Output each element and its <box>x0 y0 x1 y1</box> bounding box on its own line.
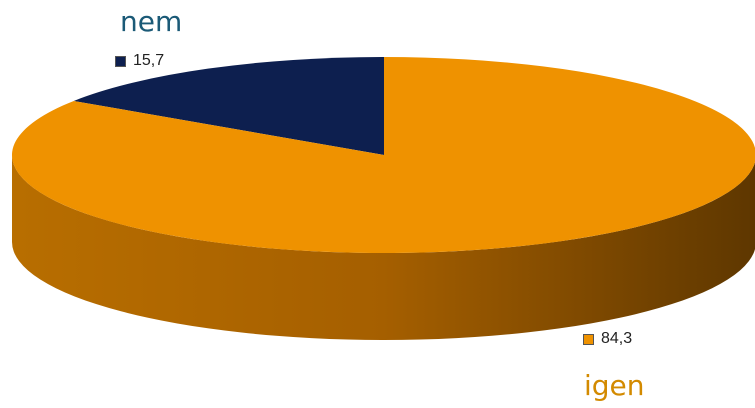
pie-slice-igen <box>12 57 755 253</box>
data-label-igen: 84,3 <box>583 330 632 348</box>
pie-slice-nem <box>73 56 384 155</box>
legend-swatch-igen <box>583 333 594 345</box>
legend-swatch-nem <box>115 55 126 67</box>
data-label-igen-value: 84,3 <box>601 330 633 347</box>
data-label-nem: 15,7 <box>115 52 164 70</box>
pie-side-wall <box>12 155 755 340</box>
category-label-igen: igen <box>584 369 645 402</box>
data-label-nem-value: 15,7 <box>133 52 165 69</box>
category-label-nem: nem <box>120 5 183 38</box>
